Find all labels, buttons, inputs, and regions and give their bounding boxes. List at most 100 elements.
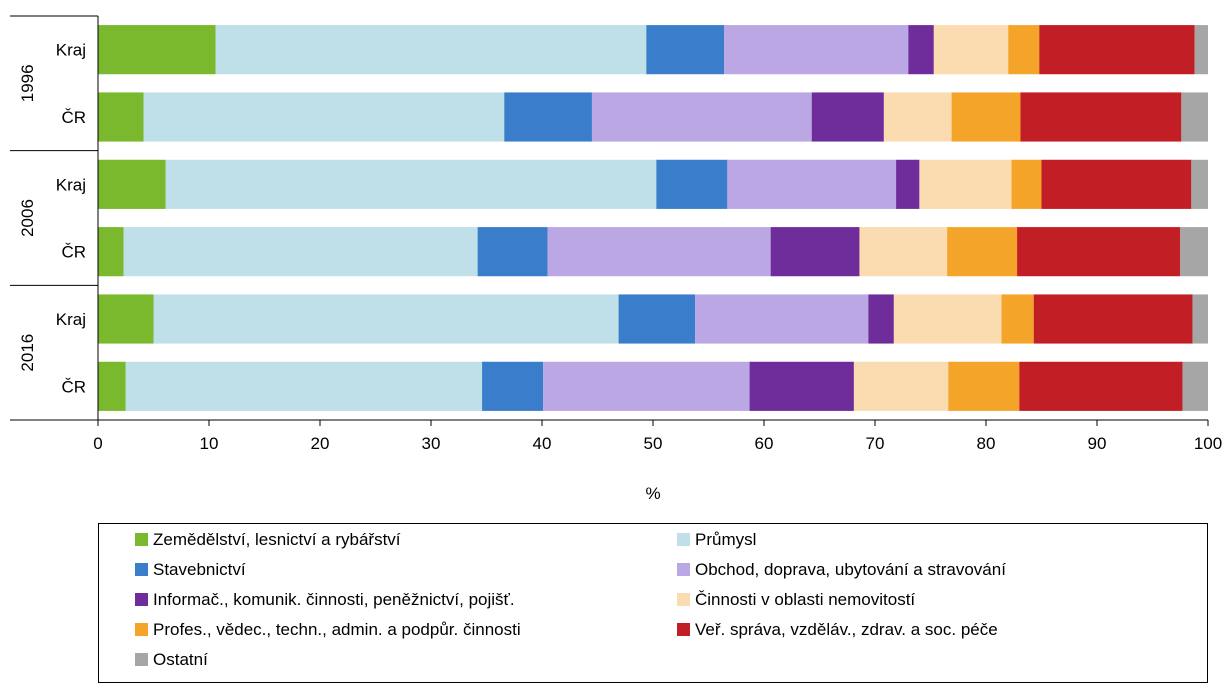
bar-segment [919,159,1012,209]
legend-label: Činnosti v oblasti nemovitostí [695,590,916,609]
bar-segment [1191,159,1208,209]
legend-label: Zemědělství, lesnictví a rybářství [153,530,401,549]
bar-segment [646,25,725,75]
bar-segment [1020,92,1182,142]
legend-swatch [677,533,690,546]
bar-segment [893,294,1002,344]
bar-segment [482,361,544,411]
legend-swatch [677,623,690,636]
bar-segment [125,361,483,411]
bar-segment [543,361,750,411]
bar-segment [477,227,548,277]
bar-segment [143,92,505,142]
bar-segment [1039,25,1195,75]
legend-label: Profes., vědec., techn., admin. a podpůr… [153,620,521,639]
legend-swatch [135,563,148,576]
bar-segment [98,361,126,411]
x-tick-label: 50 [644,434,663,453]
legend-swatch [677,563,690,576]
bar-segment [1008,25,1040,75]
row-label: ČR [61,377,86,396]
bar-segment [618,294,696,344]
row-label: ČR [61,108,86,127]
legend-label: Obchod, doprava, ubytování a stravování [695,560,1006,579]
bar-segment [504,92,592,142]
bar-segment [1019,361,1183,411]
bar-segment [1192,294,1208,344]
x-tick-label: 0 [93,434,102,453]
bar-segment [547,227,771,277]
bar-segment [153,294,619,344]
x-tick-label: 40 [533,434,552,453]
legend-label: Informač., komunik. činnosti, peněžnictv… [153,590,515,609]
bar-segment [908,25,934,75]
bar-segment [98,294,154,344]
bar-segment [165,159,657,209]
legend-item: Zemědělství, lesnictví a rybářství [135,530,401,550]
legend: Zemědělství, lesnictví a rybářství Průmys… [98,523,1208,683]
bar-segment [1181,92,1208,142]
group-label: 1996 [18,64,37,102]
x-tick-label: 10 [200,434,219,453]
bar-segment [811,92,884,142]
bar-segment [1182,361,1208,411]
bar-segment [868,294,894,344]
bar-segment [749,361,854,411]
bar-segment [933,25,1009,75]
legend-label: Průmysl [695,530,757,549]
bar-segment [98,92,144,142]
bar-segment [98,25,216,75]
x-tick-label: 80 [977,434,996,453]
legend-item: Profes., vědec., techn., admin. a podpůr… [135,620,521,640]
bar-segment [853,361,949,411]
bar-segment [1011,159,1042,209]
legend-item: Obchod, doprava, ubytování a stravování [677,560,1006,580]
bar-segment [1017,227,1181,277]
bar-segment [591,92,812,142]
bar-segment [724,25,909,75]
row-label: ČR [61,243,86,262]
x-axis-label: % [645,484,660,503]
x-tick-label: 20 [311,434,330,453]
bar-segment [859,227,948,277]
bar-segment [951,92,1021,142]
group-label: 2006 [18,199,37,237]
row-label: Kraj [56,175,86,194]
group-label: 2016 [18,334,37,372]
legend-swatch [135,593,148,606]
row-label: Kraj [56,41,86,60]
bar-segment [1180,227,1208,277]
bar-segment [1041,159,1192,209]
legend-item: Informač., komunik. činnosti, peněžnictv… [135,590,515,610]
x-tick-label: 100 [1194,434,1222,453]
bar-segment [123,227,478,277]
legend-label: Ostatní [153,650,208,669]
bar-segment [695,294,869,344]
x-tick-label: 60 [755,434,774,453]
legend-item: Stavebnictví [135,560,246,580]
bar-segment [770,227,860,277]
bar-segment [1001,294,1034,344]
legend-item: Ostatní [135,650,208,670]
x-tick-label: 30 [422,434,441,453]
bar-segment [98,159,166,209]
bar-segment [948,361,1020,411]
legend-label: Veř. správa, vzděláv., zdrav. a soc. péč… [695,620,998,639]
x-tick-label: 70 [866,434,885,453]
legend-swatch [135,533,148,546]
bar-segment [656,159,728,209]
bar-segment [947,227,1018,277]
legend-item: Veř. správa, vzděláv., zdrav. a soc. péč… [677,620,998,640]
bar-segment [1033,294,1193,344]
bar-segment [896,159,920,209]
bar-segment [215,25,647,75]
legend-item: Činnosti v oblasti nemovitostí [677,590,915,610]
legend-label: Stavebnictví [153,560,246,579]
x-tick-label: 90 [1088,434,1107,453]
legend-swatch [677,593,690,606]
legend-item: Průmysl [677,530,756,550]
legend-swatch [135,653,148,666]
bar-segment [1194,25,1208,75]
bar-segment [98,227,124,277]
